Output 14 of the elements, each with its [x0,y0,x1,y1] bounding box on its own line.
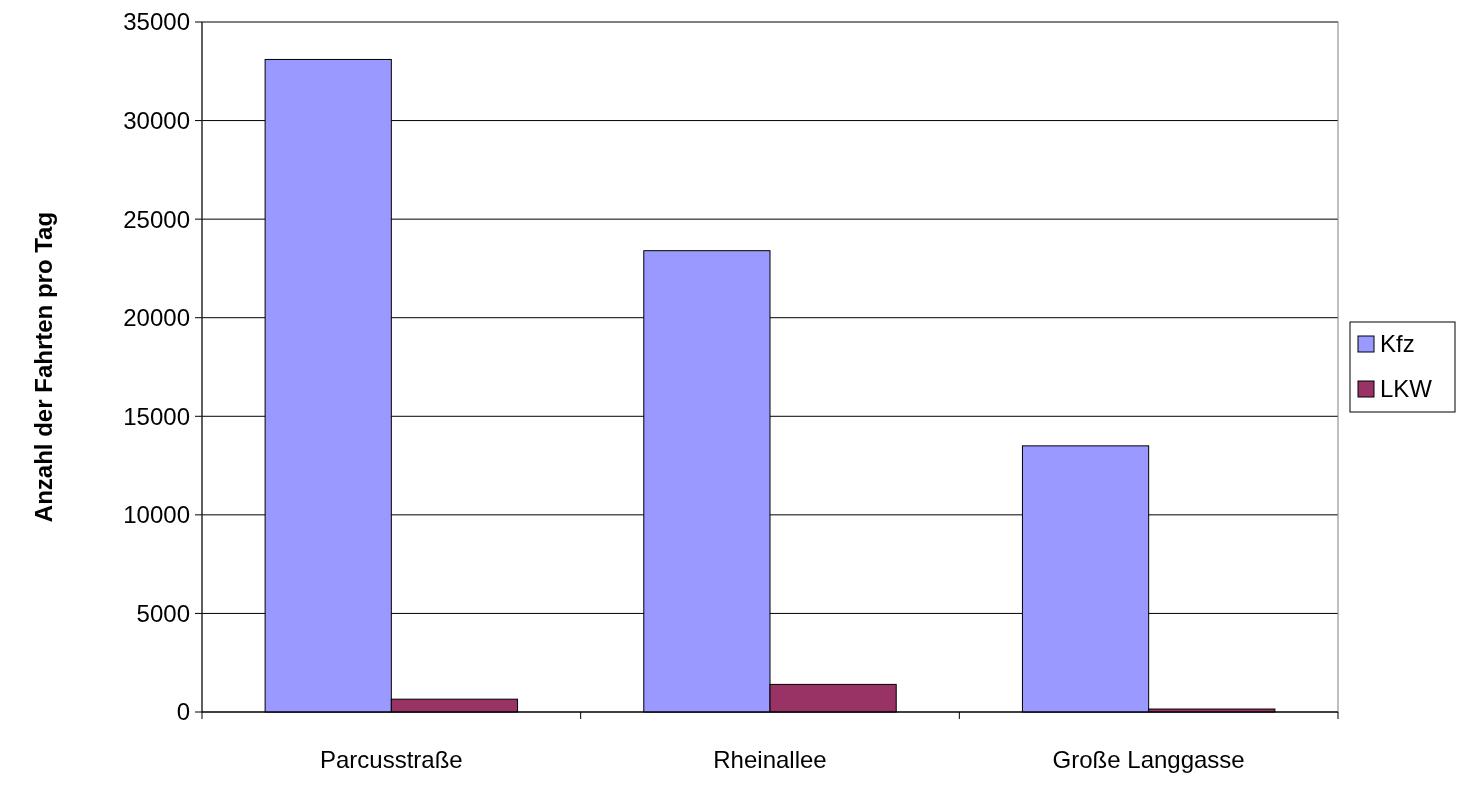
y-tick-label: 35000 [123,8,190,36]
y-tick-label: 20000 [123,304,190,332]
y-tick-label: 30000 [123,106,190,134]
y-tick-label: 10000 [123,501,190,529]
x-tick-label: Große Langgasse [1052,746,1245,773]
legend-label: LKW [1380,375,1433,403]
y-tick-label: 5000 [136,599,190,627]
legend-label: Kfz [1380,330,1415,358]
x-tick-label: Rheinallee [713,746,827,773]
y-tick-label: 0 [176,698,190,726]
x-tick-label: Parcusstraße [319,746,463,773]
y-axis-title: Anzahl der Fahrten pro Tag [30,211,57,523]
y-tick-label: 25000 [123,205,190,233]
y-tick-label: 15000 [123,402,190,430]
